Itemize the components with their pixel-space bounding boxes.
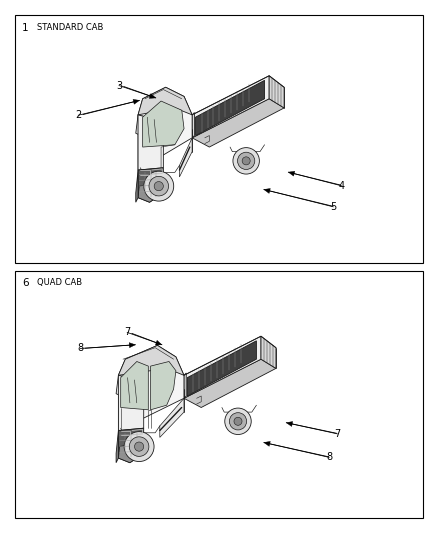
Polygon shape xyxy=(136,170,138,202)
Text: 5: 5 xyxy=(330,202,336,212)
Text: 1: 1 xyxy=(22,23,28,33)
Polygon shape xyxy=(138,168,163,202)
Polygon shape xyxy=(286,422,293,426)
Polygon shape xyxy=(143,101,184,147)
Polygon shape xyxy=(195,80,265,135)
FancyBboxPatch shape xyxy=(15,271,423,518)
Circle shape xyxy=(225,408,251,434)
Text: 2: 2 xyxy=(75,110,81,120)
Text: 3: 3 xyxy=(116,80,122,91)
Polygon shape xyxy=(192,76,269,138)
Polygon shape xyxy=(187,341,256,396)
Polygon shape xyxy=(138,87,192,115)
Polygon shape xyxy=(264,441,270,446)
Circle shape xyxy=(237,152,255,169)
Polygon shape xyxy=(264,189,270,193)
Text: STANDARD CAB: STANDARD CAB xyxy=(37,23,103,32)
Polygon shape xyxy=(184,336,261,398)
Polygon shape xyxy=(116,375,144,403)
Circle shape xyxy=(233,148,259,174)
Polygon shape xyxy=(133,99,139,104)
Polygon shape xyxy=(136,115,163,142)
Polygon shape xyxy=(129,343,135,348)
Circle shape xyxy=(149,176,169,196)
Text: 7: 7 xyxy=(334,429,340,439)
Polygon shape xyxy=(149,94,156,99)
Text: 4: 4 xyxy=(338,181,344,191)
Polygon shape xyxy=(151,361,176,410)
Polygon shape xyxy=(180,138,192,177)
Circle shape xyxy=(144,171,174,201)
Polygon shape xyxy=(118,345,184,431)
Polygon shape xyxy=(155,341,162,345)
Circle shape xyxy=(134,442,144,451)
Polygon shape xyxy=(138,182,166,202)
Polygon shape xyxy=(118,442,146,463)
Circle shape xyxy=(234,417,242,425)
Text: 8: 8 xyxy=(77,343,83,353)
Polygon shape xyxy=(288,171,295,176)
Polygon shape xyxy=(118,428,144,463)
Polygon shape xyxy=(160,398,184,438)
Text: 8: 8 xyxy=(326,453,332,462)
Polygon shape xyxy=(118,345,184,375)
Circle shape xyxy=(242,157,250,165)
Circle shape xyxy=(230,413,247,430)
Polygon shape xyxy=(192,112,194,138)
Polygon shape xyxy=(116,431,118,463)
Text: 7: 7 xyxy=(124,327,131,337)
Polygon shape xyxy=(269,76,284,108)
Polygon shape xyxy=(121,361,148,410)
Polygon shape xyxy=(261,336,276,368)
Circle shape xyxy=(154,182,163,191)
Polygon shape xyxy=(138,87,192,170)
Polygon shape xyxy=(184,373,186,398)
Polygon shape xyxy=(184,359,276,408)
Polygon shape xyxy=(118,375,144,431)
Circle shape xyxy=(129,437,149,456)
Circle shape xyxy=(124,432,154,462)
Text: 6: 6 xyxy=(22,279,28,288)
Text: QUAD CAB: QUAD CAB xyxy=(37,279,82,287)
Polygon shape xyxy=(138,115,163,170)
FancyBboxPatch shape xyxy=(15,15,423,262)
Polygon shape xyxy=(192,99,284,147)
